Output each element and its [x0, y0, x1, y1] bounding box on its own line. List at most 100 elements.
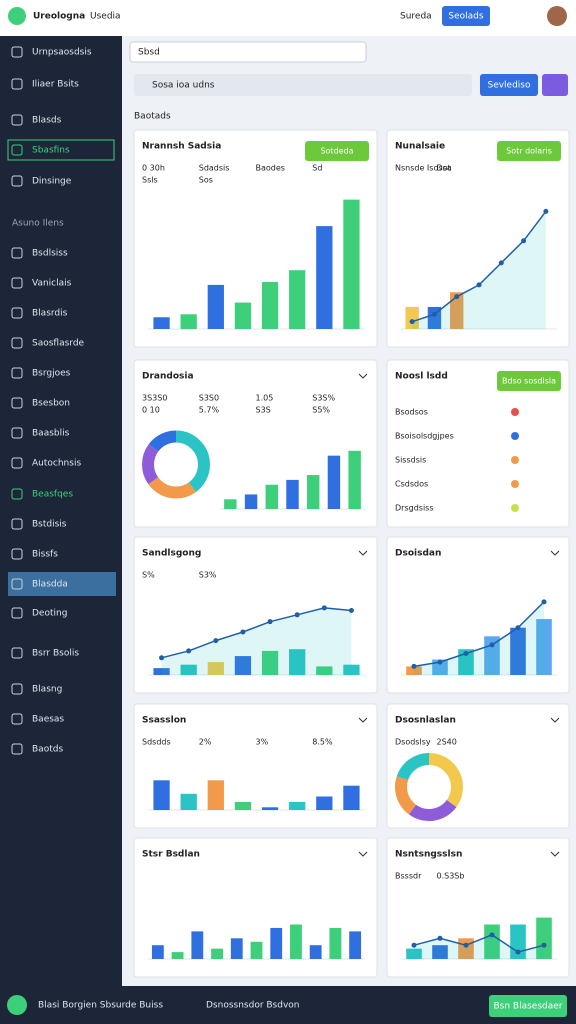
footer-bar — [0, 986, 576, 1024]
nav-item[interactable]: Deoting — [32, 609, 67, 619]
header-button[interactable] — [442, 6, 490, 26]
bar — [536, 619, 552, 675]
filter[interactable]: Baotads — [134, 112, 171, 122]
chevron[interactable] — [550, 851, 560, 857]
nav-item[interactable]: Blasng — [32, 685, 62, 695]
nav-item[interactable]: Saosflasrde — [32, 339, 85, 349]
nav-item[interactable]: Beasfqes — [32, 490, 73, 500]
nav-item[interactable]: Iliaer Bsits — [32, 80, 79, 90]
panel-button-label[interactable]: Bdso sosdlsla — [502, 377, 556, 386]
nav-item[interactable]: Baasblis — [32, 429, 70, 439]
chevron[interactable] — [550, 717, 560, 723]
bar — [289, 649, 306, 675]
nav-item[interactable]: Blasrdis — [32, 309, 68, 319]
panel-label: 0.S3Sb — [437, 872, 465, 881]
nav-item[interactable]: Bsesbon — [32, 399, 70, 409]
chevron[interactable] — [358, 851, 368, 857]
panel-label: Dsodslsy — [395, 738, 431, 747]
chevron[interactable] — [358, 717, 368, 723]
bar — [234, 656, 252, 675]
panel-title: Stsr Bsdlan — [142, 850, 200, 860]
nav-item[interactable]: Blasds — [32, 116, 62, 126]
bar — [191, 931, 204, 959]
chevron[interactable] — [550, 550, 560, 556]
brand: Ureologna — [33, 12, 85, 22]
status-dot — [511, 408, 519, 416]
status-dot — [511, 480, 519, 488]
nav-item[interactable]: Dinsinge — [32, 177, 72, 187]
chevron[interactable] — [358, 550, 368, 556]
bar — [406, 948, 422, 959]
panel-button-label[interactable]: Sotdeda — [320, 147, 353, 156]
panel-label: 3% — [256, 738, 269, 747]
nav-icon — [11, 457, 23, 469]
panel-title: Dsosnlaslan — [395, 716, 456, 726]
panel-button[interactable] — [497, 371, 561, 391]
panel-label: 0 30h — [142, 164, 165, 173]
bar — [405, 306, 419, 329]
logo — [8, 7, 26, 25]
line-point — [409, 319, 415, 325]
bar — [180, 793, 197, 810]
bar — [153, 668, 170, 675]
nav-item[interactable]: Bstdisis — [32, 520, 67, 530]
panel-button-label[interactable]: Sotr dolaris — [506, 147, 552, 156]
search-placeholder[interactable]: Sosa ioa udns — [152, 81, 215, 91]
line-point — [541, 599, 547, 605]
panel — [386, 703, 570, 829]
chevron[interactable] — [358, 373, 368, 379]
selected-item — [8, 572, 116, 596]
bar — [290, 924, 302, 959]
brand-tag: Usedia — [90, 12, 121, 22]
panel-title: Nsntsngsslsn — [395, 850, 462, 860]
panel-label: S5% — [312, 406, 330, 415]
nav-item[interactable]: Autochnsis — [32, 459, 81, 469]
nav-item[interactable]: Bsdlsiss — [32, 249, 68, 259]
line-point — [515, 949, 521, 955]
panel-button[interactable] — [497, 141, 561, 161]
footer-button-label[interactable]: Bsn Blasesdaer — [494, 1002, 563, 1012]
donut-segment — [142, 430, 210, 499]
footer-button[interactable] — [489, 995, 567, 1017]
nav-item[interactable]: Baotds — [32, 745, 63, 755]
nav-item[interactable]: Vaniclais — [32, 279, 72, 289]
line-point — [186, 648, 192, 654]
toolbar-button-label[interactable]: Sevlediso — [487, 81, 531, 91]
footer-icon — [7, 995, 27, 1015]
panel-label: S3S — [256, 406, 271, 415]
nav-icon — [11, 713, 23, 725]
nav-icon — [11, 647, 23, 659]
nav-item[interactable]: Baesas — [32, 715, 64, 725]
panel-label: Sdsdds — [142, 738, 171, 747]
nav-item[interactable]: Blasdda — [32, 580, 68, 590]
line-area — [414, 934, 544, 959]
header-search[interactable]: Sureda — [400, 12, 432, 22]
header-button-label[interactable]: Seolads — [448, 12, 483, 22]
panel-button[interactable] — [305, 141, 369, 161]
status-dot — [511, 432, 519, 440]
bar — [316, 796, 333, 810]
line-area — [414, 601, 544, 675]
bar — [153, 780, 170, 810]
line-point — [543, 208, 549, 214]
active-item — [7, 139, 115, 161]
select[interactable] — [129, 41, 367, 63]
toolbar-icon-button[interactable] — [542, 74, 568, 96]
avatar[interactable] — [547, 6, 567, 26]
line — [413, 934, 545, 953]
bar — [207, 284, 224, 329]
search-box[interactable] — [134, 74, 472, 96]
panel-label: S3S0 — [199, 394, 219, 403]
bar — [316, 226, 333, 329]
toolbar-button[interactable] — [480, 74, 538, 96]
bar — [329, 927, 342, 959]
donut-segment — [395, 753, 463, 821]
nav-item[interactable]: Bsrr Bsolis — [32, 649, 79, 659]
nav-icon — [11, 743, 23, 755]
nav-item[interactable]: Sbasfins — [32, 146, 70, 156]
nav-icon — [11, 337, 23, 349]
select-label[interactable]: Sbsd — [138, 48, 160, 58]
nav-item[interactable]: Bsrgjoes — [32, 369, 71, 379]
nav-item[interactable]: Bissfs — [32, 550, 58, 560]
nav-item[interactable]: Urnpsaosdsis — [32, 48, 92, 58]
